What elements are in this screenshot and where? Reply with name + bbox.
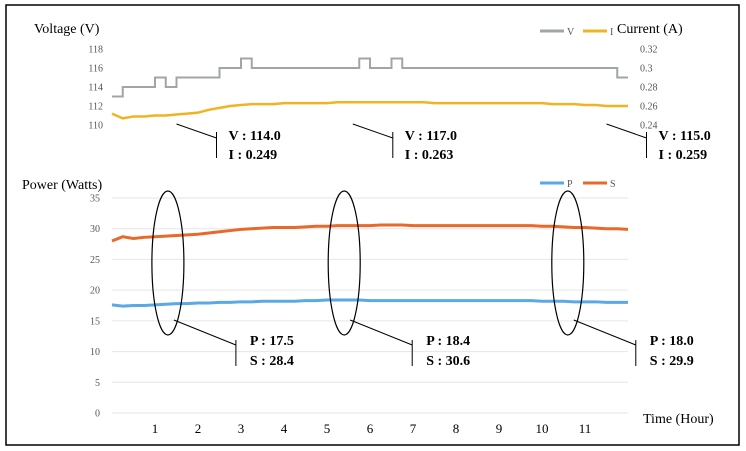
annotation-leader [573, 319, 636, 346]
legend-label-p: P [567, 179, 573, 190]
annotation-text: I : 0.259 [659, 148, 708, 163]
annotation-text: V : 115.0 [659, 129, 711, 144]
annotation-text: I : 0.263 [405, 148, 454, 163]
annotation-text: S : 28.4 [250, 354, 294, 369]
voltage-tick-label: 112 [88, 102, 103, 113]
power-tick-label: 35 [90, 194, 100, 205]
power-tick-label: 5 [95, 378, 100, 389]
power-annotations: P : 17.5 S : 28.4 P : 18.4 S : 30.6 P : 18.0… [151, 190, 694, 369]
time-axis-title: Time (Hour) [643, 412, 714, 427]
time-tick-label: 5 [324, 421, 331, 436]
legend-label-v: V [567, 27, 575, 38]
legend-label-i: I [610, 27, 613, 38]
power-tick-label: 20 [90, 286, 100, 297]
annotation-text: P : 18.4 [426, 334, 470, 349]
power-series [111, 223, 629, 308]
annotation-text: V : 117.0 [405, 129, 457, 144]
current-tick-label: 0.26 [640, 102, 658, 113]
annotation-leader [350, 319, 413, 346]
series-line-v [112, 57, 628, 98]
annotation-leader [352, 123, 393, 139]
voltage-tick-label: 114 [88, 83, 103, 94]
time-tick-label: 6 [367, 421, 374, 436]
legend-label-s: S [610, 179, 616, 190]
current-tick-label: 0.3 [640, 64, 653, 75]
highlight-ellipse [551, 190, 585, 336]
annotation-text: P : 17.5 [250, 334, 294, 349]
time-tick-label: 11 [579, 421, 592, 436]
power-tick-label: 30 [90, 224, 100, 235]
annotation-text: P : 18.0 [650, 334, 694, 349]
current-tick-label: 0.32 [640, 45, 658, 56]
power-chart: Power (Watts) P S 0 5 10 15 20 25 30 35 1 2 3 4 5 6 7… [22, 178, 714, 436]
current-tick-label: 0.28 [640, 83, 658, 94]
power-tick-label: 25 [90, 255, 100, 266]
time-tick-labels: 1 2 3 4 5 6 7 8 9 10 11 [152, 421, 592, 436]
current-axis-title: Current (A) [617, 22, 683, 37]
annotation-leader [173, 319, 237, 346]
power-tick-labels: 0 5 10 15 20 25 30 35 [90, 194, 100, 420]
time-tick-label: 10 [536, 421, 549, 436]
voltage-tick-labels: 110 112 114 116 118 [88, 45, 103, 132]
current-tick-label: 0.24 [640, 121, 658, 132]
power-tick-label: 15 [90, 316, 100, 327]
highlight-ellipse [327, 190, 361, 336]
annotation-text: V : 114.0 [229, 129, 281, 144]
time-tick-label: 2 [195, 421, 202, 436]
series-line-s [111, 223, 629, 243]
voltage-axis-title: Voltage (V) [34, 22, 100, 37]
annotation-leader [606, 123, 647, 139]
annotation-text: I : 0.249 [229, 148, 278, 163]
annotation-leader [176, 123, 217, 139]
highlight-ellipse [151, 190, 185, 336]
time-tick-label: 8 [453, 421, 460, 436]
voltage-current-series [111, 57, 628, 120]
annotation-text: S : 29.9 [650, 354, 694, 369]
time-tick-label: 3 [238, 421, 245, 436]
voltage-current-chart: Voltage (V) Current (A) V I 110 112 114 116… [34, 22, 711, 163]
time-tick-label: 7 [410, 421, 417, 436]
legend-top: V I [540, 27, 613, 38]
power-gridlines [112, 197, 628, 414]
annotation-text: S : 30.6 [426, 354, 470, 369]
power-tick-label: 0 [95, 409, 100, 420]
series-line-p [111, 298, 628, 308]
power-axis-title: Power (Watts) [22, 178, 102, 193]
time-tick-label: 9 [496, 421, 503, 436]
voltage-tick-label: 110 [88, 121, 103, 132]
time-tick-label: 1 [152, 421, 159, 436]
series-line-i [111, 100, 628, 120]
voltage-tick-label: 116 [88, 64, 103, 75]
voltage-tick-label: 118 [88, 45, 103, 56]
time-tick-label: 4 [281, 421, 288, 436]
legend-bottom: P S [540, 179, 616, 190]
power-tick-label: 10 [90, 347, 100, 358]
current-tick-labels: 0.24 0.26 0.28 0.3 0.32 [640, 45, 658, 132]
voltage-current-annotations: V : 114.0 I : 0.249 V : 117.0 I : 0.263 V : … [176, 123, 711, 163]
